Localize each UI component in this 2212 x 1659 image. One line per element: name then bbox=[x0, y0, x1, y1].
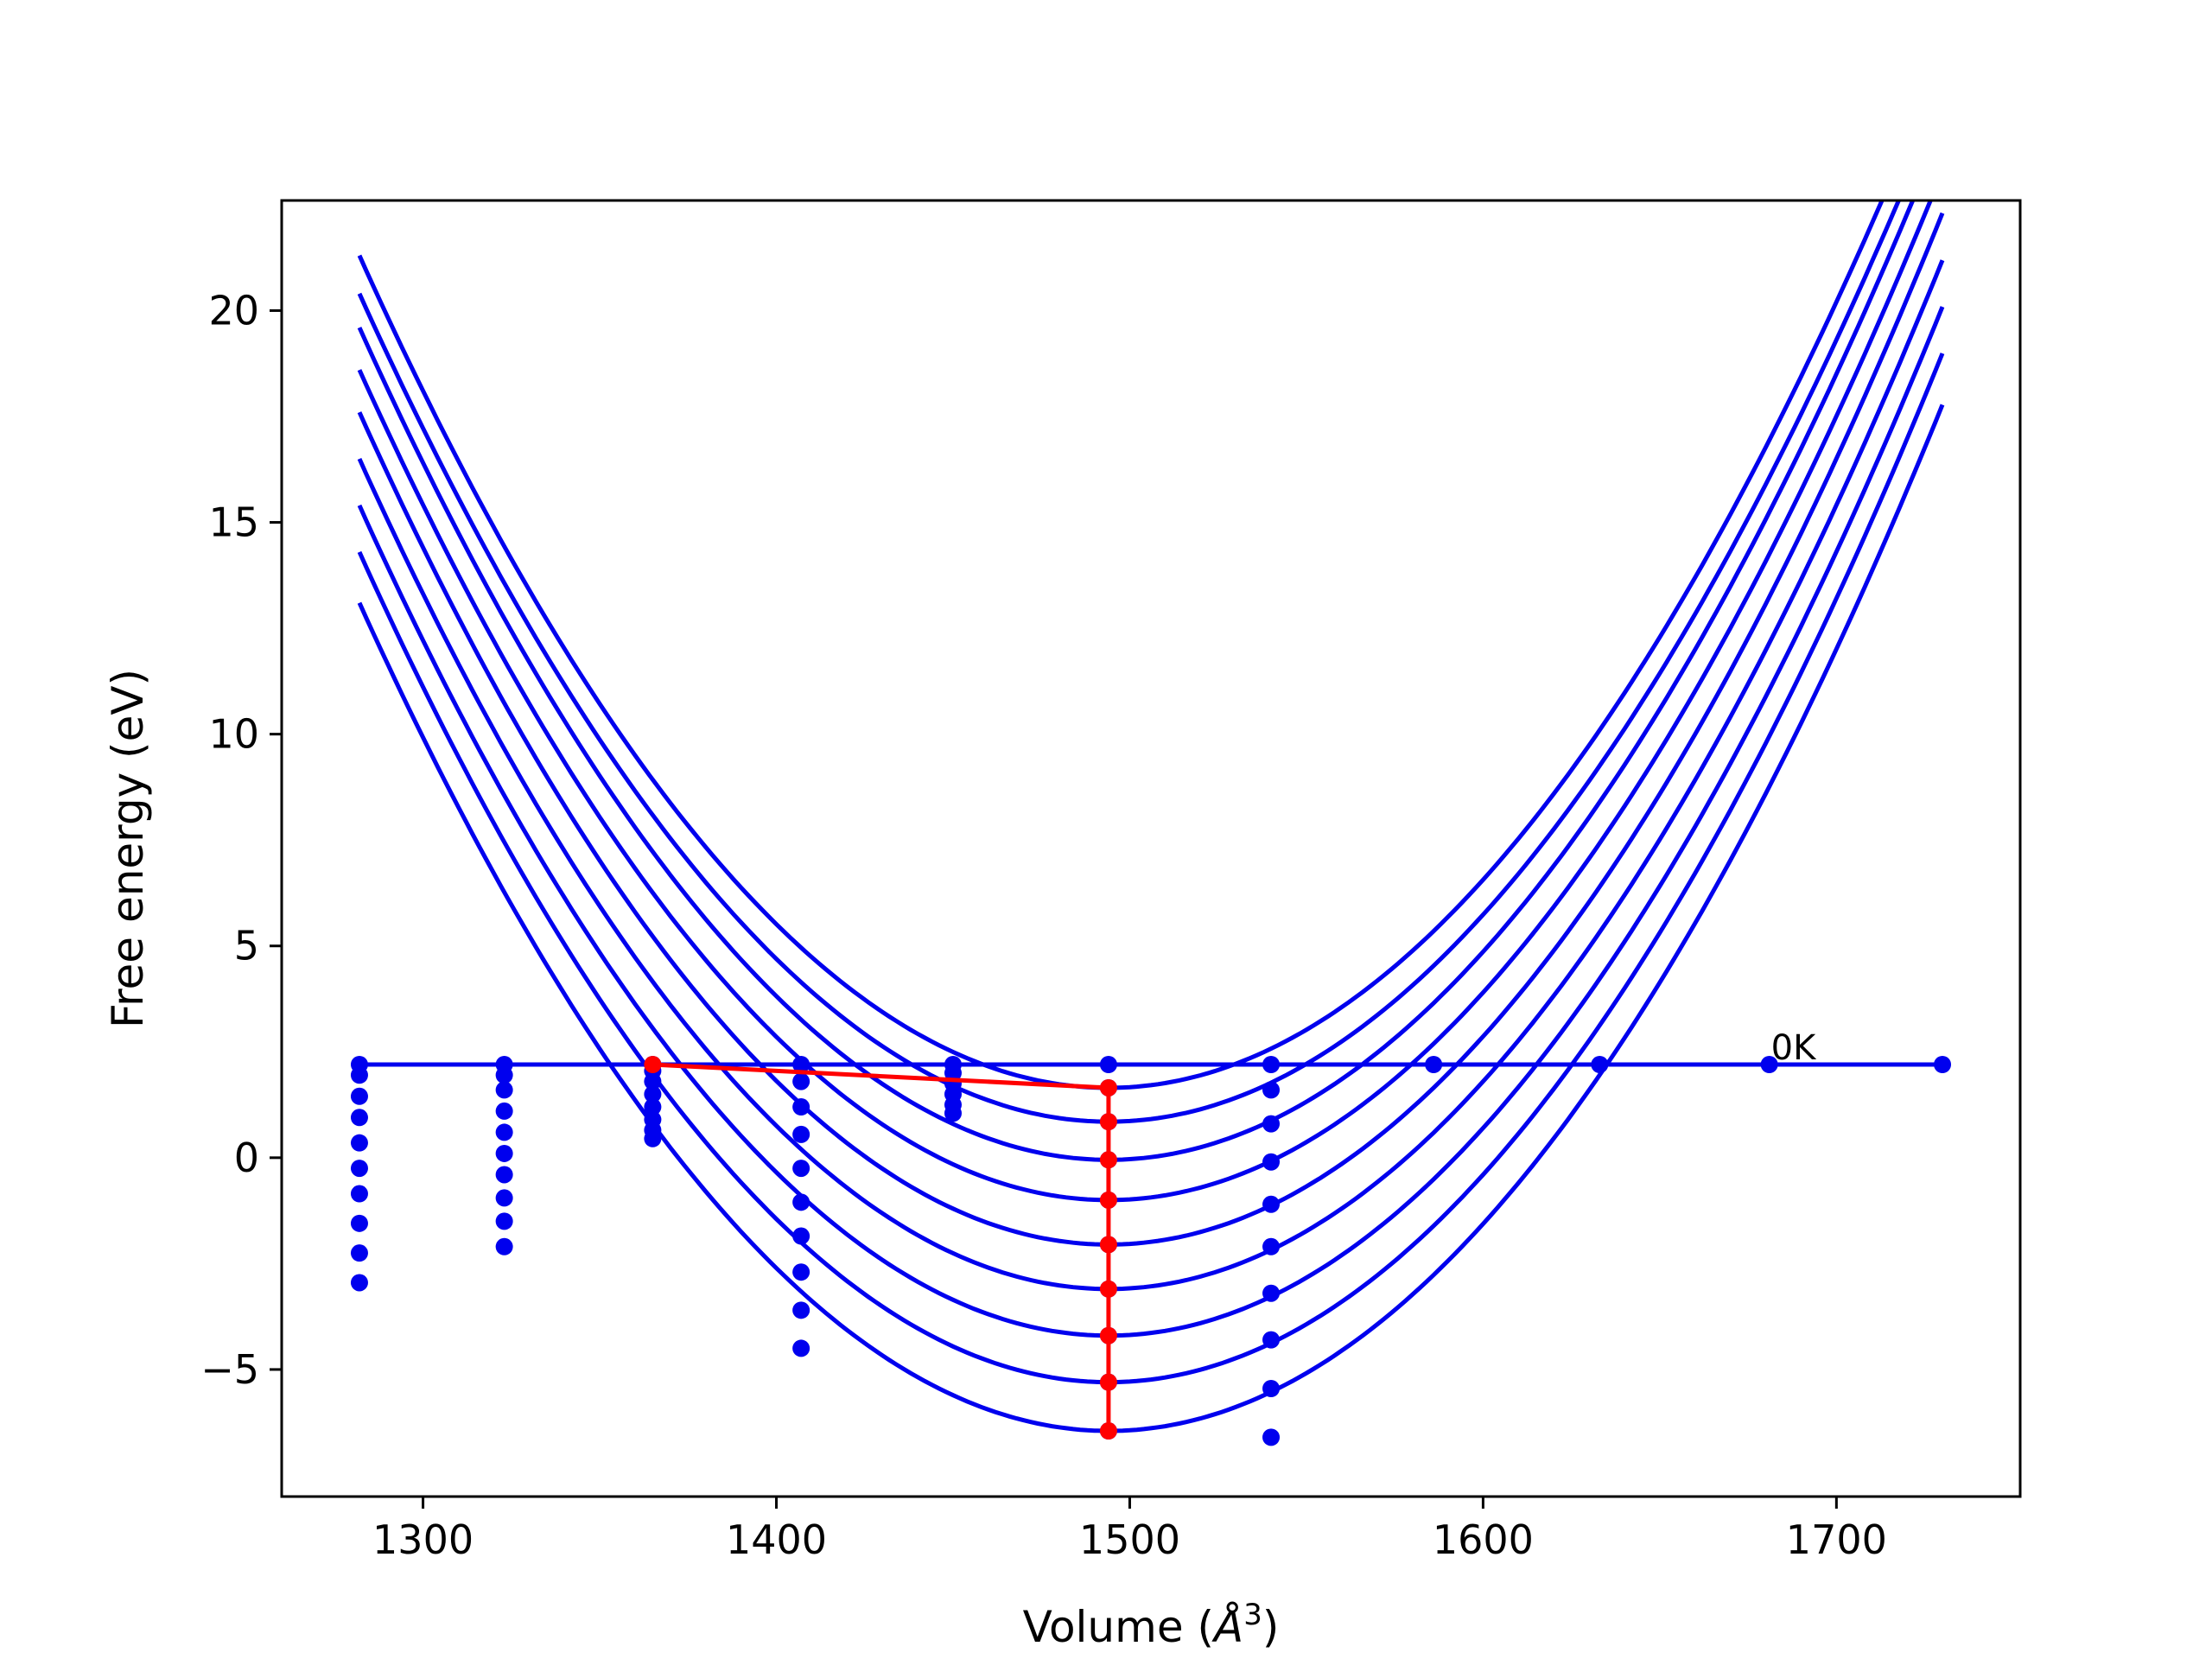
axes: 1300 1400 1500 1600 1700 −5 0 5 10 15 20 bbox=[200, 199, 2022, 1563]
x-tick-label-0: 1300 bbox=[372, 1516, 474, 1563]
data-point-1-3 bbox=[495, 1102, 513, 1120]
data-point-6-9 bbox=[1262, 1428, 1281, 1446]
data-point-0-2 bbox=[350, 1087, 368, 1105]
data-point-4-5 bbox=[944, 1104, 962, 1122]
data-point-1-1 bbox=[495, 1066, 513, 1084]
data-point-0-7 bbox=[350, 1214, 368, 1232]
data-point-1-6 bbox=[495, 1166, 513, 1184]
fit-curve-5 bbox=[357, 212, 1945, 1247]
equilibrium-point-1 bbox=[1099, 1078, 1117, 1096]
data-point-0-8 bbox=[350, 1244, 368, 1262]
fit-curve-7 bbox=[357, 306, 1945, 1338]
data-point-3-3 bbox=[792, 1125, 810, 1143]
data-point-6-4 bbox=[1262, 1195, 1281, 1213]
equilibrium-point-2 bbox=[1099, 1113, 1117, 1131]
data-point-6-8 bbox=[1262, 1380, 1281, 1397]
data-point-0-6 bbox=[350, 1185, 368, 1203]
equilibrium-point-3 bbox=[1099, 1151, 1117, 1169]
data-point-3-2 bbox=[792, 1098, 810, 1116]
x-tick-label-2: 1500 bbox=[1079, 1516, 1180, 1563]
y-tick-label-2: 5 bbox=[234, 923, 259, 969]
data-point-3-4 bbox=[792, 1160, 810, 1178]
fit-curve-9 bbox=[357, 404, 1945, 1433]
equilibrium-point-0 bbox=[644, 1056, 662, 1073]
data-point-0-1 bbox=[350, 1066, 368, 1084]
zero-k-annotation: 0K bbox=[1771, 1028, 1817, 1068]
data-point-2-4 bbox=[644, 1098, 662, 1116]
y-tick-label-1: 0 bbox=[234, 1135, 259, 1181]
fit-curve-2 bbox=[357, 200, 1902, 1124]
fit-curve-3 bbox=[357, 200, 1916, 1162]
data-point-6-5 bbox=[1262, 1237, 1281, 1255]
data-point-0-9 bbox=[350, 1274, 368, 1292]
data-point-3-9 bbox=[792, 1339, 810, 1357]
data-point-3-7 bbox=[792, 1263, 810, 1281]
fit-curve-4 bbox=[357, 200, 1933, 1203]
equilibrium-point-6 bbox=[1099, 1280, 1117, 1298]
fit-curve-8 bbox=[357, 353, 1945, 1385]
equilibrium-point-8 bbox=[1099, 1373, 1117, 1391]
data-point-10-0 bbox=[1934, 1056, 1952, 1073]
data-point-1-2 bbox=[495, 1081, 513, 1099]
y-tick-label-5: 20 bbox=[208, 287, 259, 334]
data-point-6-6 bbox=[1262, 1284, 1281, 1302]
equilibrium-point-9 bbox=[1099, 1422, 1117, 1440]
data-point-8-0 bbox=[1591, 1056, 1609, 1073]
x-tick-label-4: 1700 bbox=[1786, 1516, 1887, 1563]
data-point-0-3 bbox=[350, 1109, 368, 1127]
data-point-0-5 bbox=[350, 1160, 368, 1178]
data-point-6-7 bbox=[1262, 1331, 1281, 1349]
data-point-3-1 bbox=[792, 1072, 810, 1090]
equilibrium-line bbox=[652, 1062, 1111, 1432]
data-point-9-0 bbox=[1760, 1056, 1778, 1073]
data-point-7-0 bbox=[1425, 1056, 1443, 1073]
equilibrium-point-5 bbox=[1099, 1236, 1117, 1254]
data-point-1-8 bbox=[495, 1212, 513, 1230]
fit-curve-1 bbox=[357, 200, 1885, 1090]
data-point-6-1 bbox=[1262, 1081, 1281, 1099]
data-point-0-4 bbox=[350, 1134, 368, 1152]
x-axis-label: Volume (Å3) bbox=[1023, 1598, 1280, 1652]
data-point-3-8 bbox=[792, 1301, 810, 1319]
data-point-5-0 bbox=[1099, 1056, 1117, 1073]
data-point-6-2 bbox=[1262, 1115, 1281, 1133]
data-point-3-5 bbox=[792, 1193, 810, 1211]
data-point-2-3 bbox=[644, 1085, 662, 1103]
y-tick-label-4: 15 bbox=[208, 499, 259, 546]
data-point-1-9 bbox=[495, 1237, 513, 1255]
y-axis-label: Free energy (eV) bbox=[103, 669, 153, 1028]
data-point-6-3 bbox=[1262, 1153, 1281, 1171]
plot-area bbox=[350, 200, 1952, 1446]
axes-frame bbox=[280, 199, 2022, 1498]
data-point-1-5 bbox=[495, 1144, 513, 1162]
data-point-6-0 bbox=[1262, 1056, 1281, 1073]
equilibrium-point-7 bbox=[1099, 1326, 1117, 1344]
data-point-1-7 bbox=[495, 1189, 513, 1207]
x-tick-label-1: 1400 bbox=[726, 1516, 827, 1563]
x-tick-label-3: 1600 bbox=[1433, 1516, 1534, 1563]
fit-curve-6 bbox=[357, 259, 1945, 1292]
equilibrium-point-4 bbox=[1099, 1191, 1117, 1209]
y-tick-label-0: −5 bbox=[200, 1346, 259, 1393]
data-point-2-7 bbox=[644, 1129, 662, 1147]
y-tick-label-3: 10 bbox=[208, 711, 259, 758]
data-point-3-6 bbox=[792, 1227, 810, 1245]
series-group bbox=[350, 200, 1952, 1446]
data-point-3-0 bbox=[792, 1056, 810, 1073]
data-point-1-4 bbox=[495, 1123, 513, 1141]
data-point-2-2 bbox=[644, 1072, 662, 1090]
